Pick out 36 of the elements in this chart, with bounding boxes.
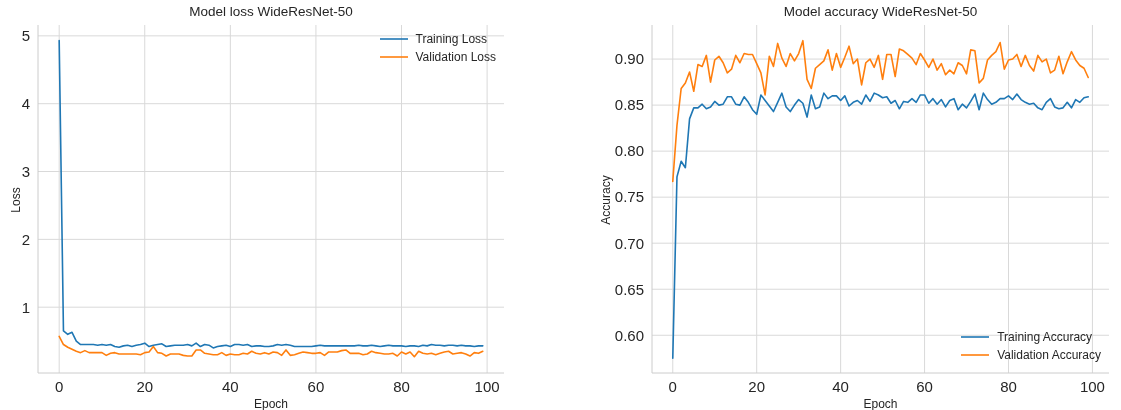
legend-label: Validation Accuracy [997,347,1101,364]
x-tick-label: 20 [136,377,154,395]
y-tick-label: 0.80 [614,142,644,160]
y-tick-label: 0.65 [614,280,644,298]
y-tick-label: 0.90 [614,50,644,68]
y-axis-title: Loss [9,187,23,213]
x-tick-label: 80 [1000,377,1017,395]
x-tick-label: 100 [474,377,500,395]
x-tick-label: 60 [307,377,325,395]
line-series [58,335,484,358]
x-tick-label: 20 [748,377,766,395]
legend-label: Training Loss [415,31,488,48]
x-tick-label: 40 [222,377,239,395]
y-tick-label: 0.85 [614,96,644,114]
y-tick-label: 0.70 [614,234,644,252]
y-tick-label: 0.60 [614,326,644,344]
y-tick-label: 0.75 [614,188,644,206]
y-tick-label: 1 [21,298,30,316]
x-axis-title: Epoch [863,397,898,410]
legend-label: Training Accuracy [997,329,1093,346]
chart-title: Model accuracy WideResNet-50 [782,4,979,19]
legend-label: Validation Loss [415,49,496,66]
x-axis-title: Epoch [253,397,289,410]
y-tick-label: 4 [21,95,30,113]
x-tick-label: 100 [1079,377,1105,395]
x-tick-label: 0 [55,377,64,395]
x-tick-label: 40 [832,377,849,395]
x-tick-label: 80 [393,377,410,395]
y-tick-label: 3 [21,162,30,180]
y-axis-title: Accuracy [599,175,613,225]
line-series [671,39,1090,183]
x-tick-label: 0 [668,377,677,395]
x-tick-label: 60 [916,377,933,395]
y-tick-label: 2 [21,230,30,248]
y-tick-label: 5 [21,27,30,45]
chart-title: Model loss WideResNet-50 [188,4,354,19]
